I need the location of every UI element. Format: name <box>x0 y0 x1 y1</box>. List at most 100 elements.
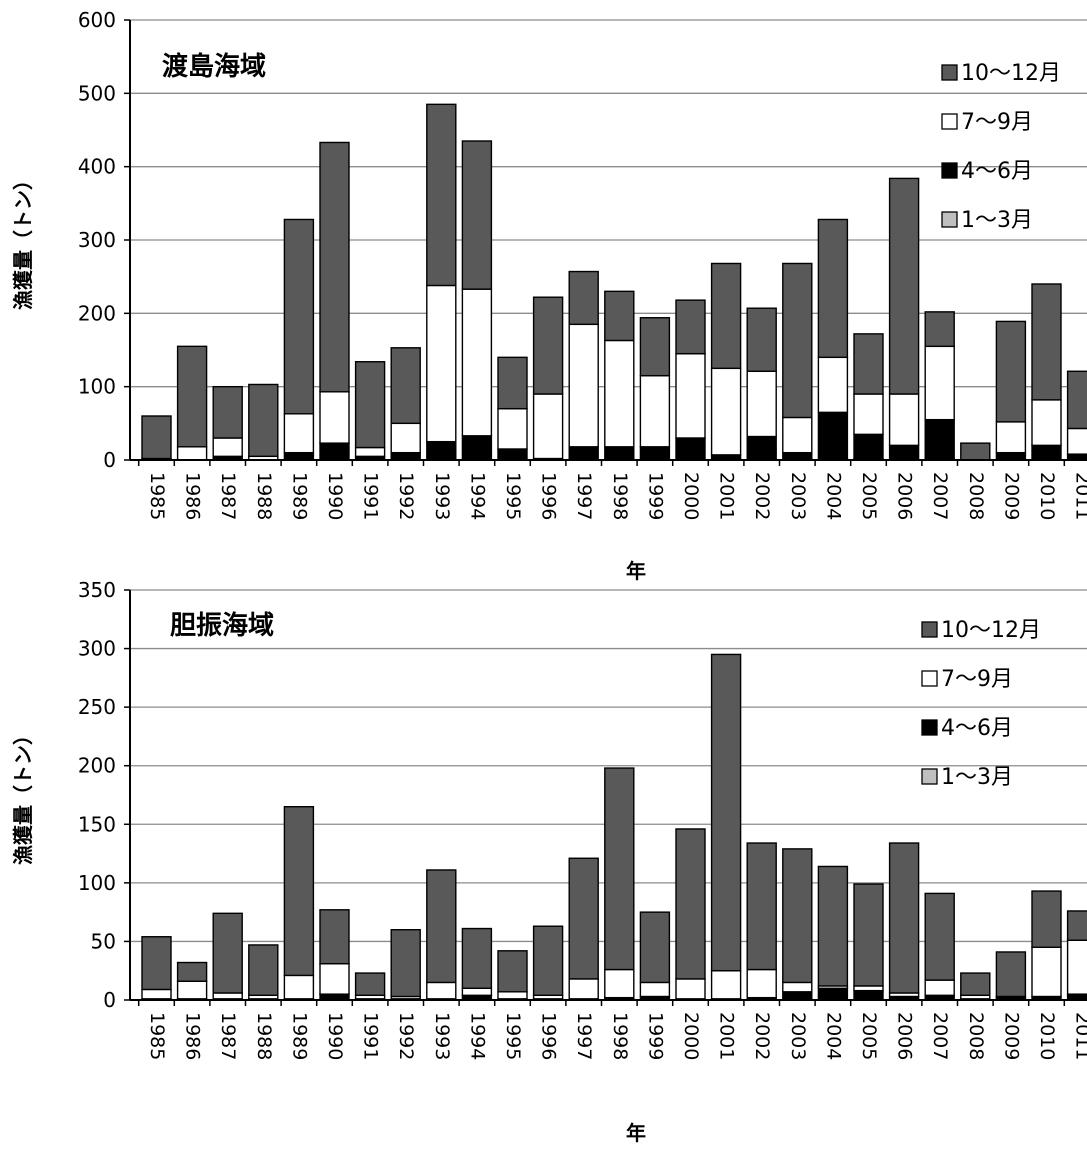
bar-segment-2005-s4 <box>853 883 884 987</box>
x-tick-label: 2003 <box>787 1012 809 1060</box>
bar-segment-1992-s4 <box>390 929 421 998</box>
bar-segment-1987-s3 <box>212 437 243 458</box>
bar-segment-1986-s4 <box>176 961 208 982</box>
bar-segment-1999-s4 <box>639 911 671 984</box>
bar-segment-1987-s4 <box>212 385 243 439</box>
bar-segment-1986-s3 <box>176 980 208 1000</box>
bar-segment-1988-s4 <box>248 944 279 997</box>
bar-segment-2011-s4 <box>1066 370 1087 430</box>
x-tick-label: 2007 <box>929 472 951 520</box>
x-tick-label: 2006 <box>894 472 916 520</box>
bar-segment-1991-s4 <box>354 972 386 997</box>
legend-label: 1〜3月 <box>961 208 1033 233</box>
legend-label: 7〜9月 <box>941 667 1013 692</box>
x-tick-label: 2001 <box>716 472 738 520</box>
bar-segment-2006-s2 <box>888 444 920 461</box>
bar-segment-1994-s4 <box>461 927 493 989</box>
x-tick-label: 2009 <box>1000 1012 1022 1060</box>
bar-segment-2003-s2 <box>782 451 813 461</box>
x-tick-label: 2003 <box>787 472 809 520</box>
bar-segment-2005-s4 <box>853 333 884 395</box>
bar-segment-2004-s2 <box>817 987 849 1001</box>
legend-label: 4〜6月 <box>941 716 1013 741</box>
bar-segment-1992-s2 <box>390 451 421 461</box>
bar-segment-1997-s3 <box>568 978 599 1000</box>
bar-segment-2005-s2 <box>853 989 884 1001</box>
bar-segment-1995-s3 <box>497 991 528 1000</box>
x-tick-label: 1987 <box>217 472 239 520</box>
y-tick-label: 500 <box>78 81 116 105</box>
bar-segment-2001-s3 <box>710 367 742 456</box>
x-tick-label: 1997 <box>573 1012 595 1060</box>
x-tick-label: 1996 <box>538 1012 560 1060</box>
bar-segment-2008-s4 <box>960 972 991 997</box>
y-tick-label: 100 <box>78 871 116 895</box>
bar-segment-1994-s4 <box>461 140 493 290</box>
bar-segment-1994-s3 <box>461 987 493 997</box>
bar-segment-1995-s3 <box>497 407 528 450</box>
x-tick-label: 2007 <box>929 1012 951 1060</box>
bar-segment-1995-s4 <box>497 356 528 410</box>
x-tick-label: 1992 <box>395 1012 417 1060</box>
bar-segment-2002-s4 <box>746 842 777 971</box>
x-axis-label: 年 <box>626 1121 646 1145</box>
bar-segment-2007-s3 <box>924 345 955 421</box>
y-tick-label: 0 <box>103 988 116 1012</box>
bar-segment-2000-s4 <box>675 828 706 980</box>
y-tick-label: 200 <box>78 754 116 778</box>
bar-segment-1992-s4 <box>390 347 421 425</box>
bar-segment-1997-s4 <box>568 270 599 326</box>
legend-label: 7〜9月 <box>961 110 1033 135</box>
bar-segment-1989-s3 <box>283 413 315 454</box>
x-tick-label: 2005 <box>858 1012 880 1060</box>
legend-label: 10〜12月 <box>941 618 1041 643</box>
y-tick-label: 250 <box>78 695 116 719</box>
x-tick-label: 1999 <box>644 1012 666 1060</box>
x-tick-label: 2002 <box>751 472 773 520</box>
legend-swatch <box>941 211 958 228</box>
x-tick-label: 2004 <box>822 1012 844 1060</box>
x-tick-label: 1996 <box>538 472 560 520</box>
bar-segment-1999-s4 <box>639 317 671 377</box>
bar-segment-2003-s3 <box>782 416 813 454</box>
bar-segment-1995-s2 <box>497 448 528 461</box>
legend-label: 10〜12月 <box>961 61 1061 86</box>
x-tick-label: 2004 <box>822 472 844 520</box>
x-tick-label: 2000 <box>680 472 702 520</box>
legend-swatch <box>921 670 938 687</box>
x-tick-label: 2006 <box>894 1012 916 1060</box>
x-tick-label: 1987 <box>217 1012 239 1060</box>
x-tick-label: 1992 <box>395 472 417 520</box>
bar-segment-1985-s3 <box>141 988 172 1000</box>
legend-label: 4〜6月 <box>961 159 1033 184</box>
bar-segment-1999-s3 <box>639 374 671 448</box>
bar-segment-1987-s3 <box>212 992 243 1000</box>
x-tick-label: 1988 <box>253 1012 275 1060</box>
bar-segment-2003-s2 <box>782 991 813 1001</box>
bar-segment-2000-s3 <box>675 352 706 439</box>
bar-segment-2010-s4 <box>1031 890 1062 948</box>
x-tick-label: 1997 <box>573 472 595 520</box>
chart-title: 胆振海域 <box>170 611 274 641</box>
bar-segment-2006-s4 <box>888 177 920 395</box>
bar-segment-1999-s3 <box>639 981 671 998</box>
x-tick-label: 1991 <box>360 472 382 520</box>
x-tick-label: 1998 <box>609 1012 631 1060</box>
chart-panel-1: 0 100 200 300 400 500 600 1985 1986 1987 1988 1989 1… <box>11 8 1087 583</box>
bar-segment-2010-s3 <box>1031 946 1062 998</box>
x-tick-label: 1998 <box>609 472 631 520</box>
bar-segment-2002-s4 <box>746 307 777 372</box>
x-tick-label: 1986 <box>182 472 204 520</box>
bar-segment-1998-s3 <box>604 968 635 999</box>
x-tick-label: 1991 <box>360 1012 382 1060</box>
y-tick-label: 0 <box>103 448 116 472</box>
legend-swatch <box>941 64 958 81</box>
bar-segment-1996-s4 <box>532 296 564 395</box>
y-tick-label: 300 <box>78 228 116 252</box>
bar-segment-2002-s3 <box>746 968 777 999</box>
x-tick-label: 1999 <box>644 472 666 520</box>
bar-segment-2011-s4 <box>1066 910 1087 941</box>
bar-segment-1994-s3 <box>461 288 493 437</box>
legend-swatch <box>941 162 958 179</box>
x-tick-label: 1993 <box>431 1012 453 1060</box>
